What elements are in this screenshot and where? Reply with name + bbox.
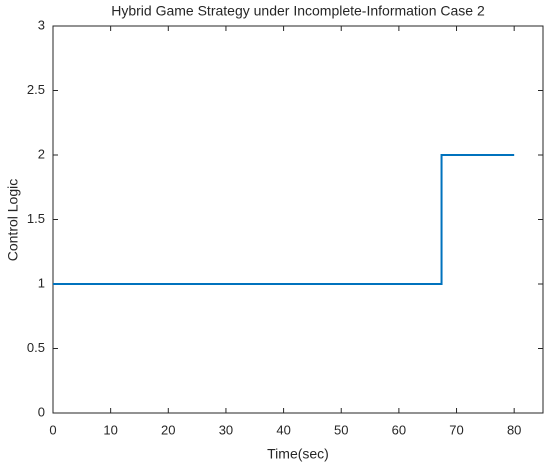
y-tick-label: 0 [38, 404, 45, 419]
x-tick-label: 30 [219, 422, 233, 437]
y-tick-label: 1.5 [27, 211, 45, 226]
x-tick-label: 60 [392, 422, 406, 437]
y-tick-label: 2 [38, 146, 45, 161]
x-tick-label: 10 [103, 422, 117, 437]
x-tick-label: 0 [49, 422, 56, 437]
chart-title: Hybrid Game Strategy under Incomplete-In… [111, 3, 485, 19]
x-tick-label: 80 [507, 422, 521, 437]
y-tick-label: 1 [38, 275, 45, 290]
y-tick-label: 0.5 [27, 340, 45, 355]
x-tick-label: 20 [161, 422, 175, 437]
y-tick-label: 2.5 [27, 82, 45, 97]
x-tick-label: 50 [334, 422, 348, 437]
x-tick-label: 40 [276, 422, 290, 437]
x-tick-label: 70 [449, 422, 463, 437]
y-tick-label: 3 [38, 17, 45, 32]
data-line [53, 154, 515, 285]
x-axis-label: Time(sec) [267, 446, 329, 462]
y-axis-label: Control Logic [5, 179, 21, 262]
